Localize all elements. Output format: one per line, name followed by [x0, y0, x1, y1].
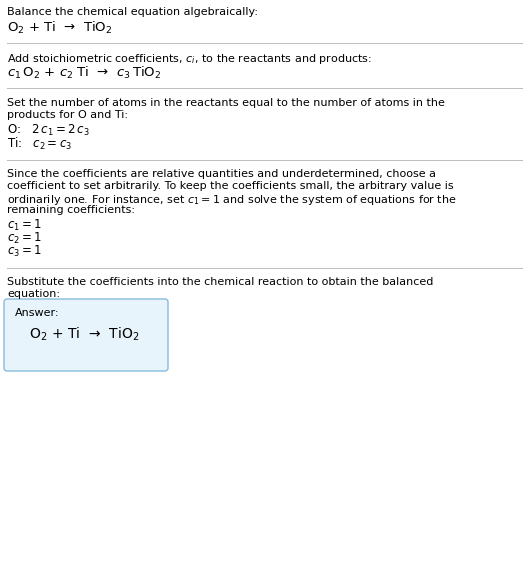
Text: remaining coefficients:: remaining coefficients: [7, 205, 135, 215]
Text: coefficient to set arbitrarily. To keep the coefficients small, the arbitrary va: coefficient to set arbitrarily. To keep … [7, 181, 454, 191]
Text: $c_3 = 1$: $c_3 = 1$ [7, 244, 42, 259]
Text: Ti:   $c_2 = c_3$: Ti: $c_2 = c_3$ [7, 136, 72, 152]
Text: $c_1 = 1$: $c_1 = 1$ [7, 218, 42, 233]
Text: equation:: equation: [7, 289, 60, 299]
Text: Since the coefficients are relative quantities and underdetermined, choose a: Since the coefficients are relative quan… [7, 169, 436, 179]
Text: ordinarily one. For instance, set $c_1 = 1$ and solve the system of equations fo: ordinarily one. For instance, set $c_1 =… [7, 193, 457, 207]
Text: Balance the chemical equation algebraically:: Balance the chemical equation algebraica… [7, 7, 258, 17]
Text: $\mathregular{O_2}$ + Ti  →  $\mathregular{TiO_2}$: $\mathregular{O_2}$ + Ti → $\mathregular… [7, 20, 112, 36]
Text: Substitute the coefficients into the chemical reaction to obtain the balanced: Substitute the coefficients into the che… [7, 277, 433, 287]
Text: Answer:: Answer: [15, 308, 59, 318]
Text: O:   $2\,c_1 = 2\,c_3$: O: $2\,c_1 = 2\,c_3$ [7, 123, 89, 138]
Text: $c_1\,\mathregular{O_2}$ + $c_2$ Ti  →  $c_3\,\mathregular{TiO_2}$: $c_1\,\mathregular{O_2}$ + $c_2$ Ti → $c… [7, 65, 161, 81]
Text: Add stoichiometric coefficients, $c_i$, to the reactants and products:: Add stoichiometric coefficients, $c_i$, … [7, 52, 372, 66]
Text: Set the number of atoms in the reactants equal to the number of atoms in the: Set the number of atoms in the reactants… [7, 98, 445, 108]
Text: $c_2 = 1$: $c_2 = 1$ [7, 231, 42, 246]
FancyBboxPatch shape [4, 299, 168, 371]
Text: products for O and Ti:: products for O and Ti: [7, 110, 128, 120]
Text: $\mathregular{O_2}$ + Ti  →  $\mathregular{TiO_2}$: $\mathregular{O_2}$ + Ti → $\mathregular… [29, 326, 139, 344]
